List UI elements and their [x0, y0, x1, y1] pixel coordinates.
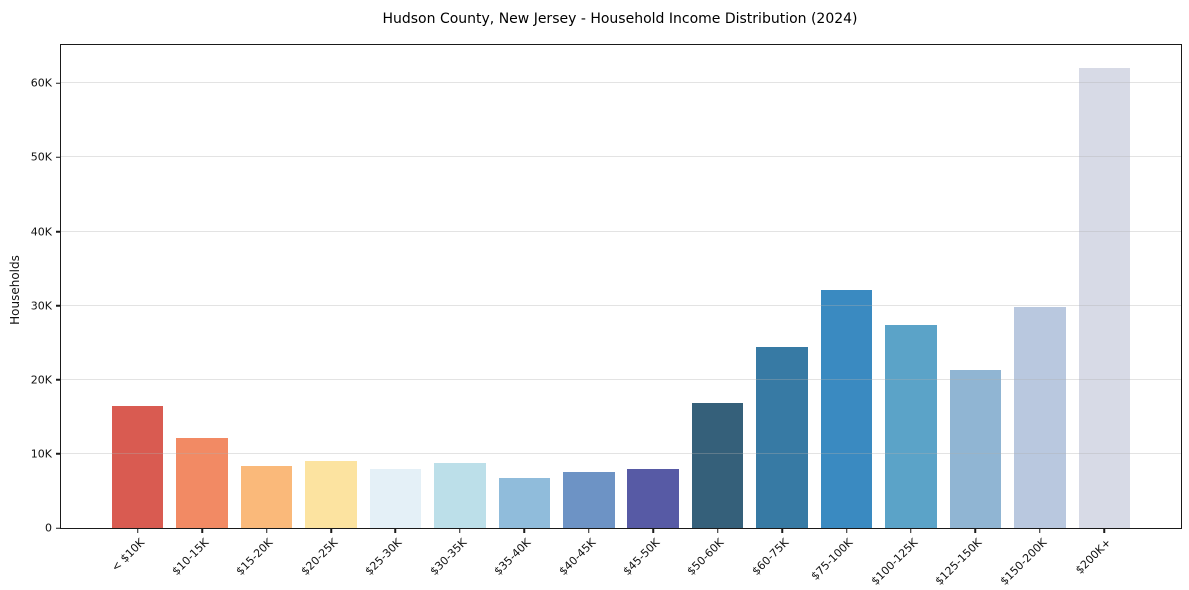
x-axis-tick: [265, 528, 268, 533]
x-tick-label-text: $25-30K: [362, 536, 405, 578]
bar: [434, 463, 486, 528]
bar: [369, 468, 422, 528]
x-tick-label-text: $40-45K: [556, 536, 598, 578]
x-tick-label-text: $200K+: [1072, 536, 1114, 577]
bar: [756, 347, 808, 528]
y-axis-tick: [56, 304, 61, 307]
x-axis-tick: [394, 528, 397, 533]
chart-title: Hudson County, New Jersey - Household In…: [382, 11, 858, 27]
y-axis-tick: [56, 379, 61, 381]
y-tick-label: 50K: [30, 150, 52, 164]
y-axis-tick: [56, 230, 61, 233]
x-tick-label-text: $45-50K: [620, 536, 663, 578]
bar: [1014, 307, 1066, 528]
x-axis-tick: [845, 528, 848, 533]
y-axis-tick: [56, 82, 61, 84]
gridline: [61, 230, 1181, 232]
y-axis-label: Households: [8, 255, 22, 325]
bar: [176, 437, 228, 528]
y-tick-label: 40K: [30, 225, 52, 238]
y-tick-label: 60K: [30, 76, 52, 90]
x-axis-tick: [910, 528, 912, 533]
x-tick-label-text: $15-20K: [233, 536, 276, 578]
x-tick-label-text: $125-150K: [932, 536, 985, 588]
x-axis-tick: [136, 528, 139, 533]
bar: [305, 460, 357, 528]
bar: [820, 289, 873, 528]
bar: [240, 465, 293, 528]
x-axis-tick: [588, 528, 590, 533]
x-axis-tick: [652, 528, 654, 533]
y-tick-label: 30K: [30, 299, 52, 313]
x-tick-label-text: $50-60K: [684, 536, 727, 578]
bar: [111, 405, 164, 528]
x-tick-label-text: $75-100K: [808, 536, 856, 583]
x-axis-tick: [1103, 528, 1106, 533]
y-axis-tick: [56, 156, 61, 159]
y-axis-tick: [56, 453, 61, 455]
bar: [885, 324, 937, 528]
gridline: [61, 156, 1181, 158]
x-axis-tick: [716, 528, 719, 533]
y-tick-label: 10K: [30, 447, 52, 461]
plot-area: < $10K $10-15K $15-20K $20-25K $25-30K $30-35…: [31, 44, 1182, 588]
x-axis-tick: [781, 528, 783, 533]
gridline: [61, 452, 1181, 454]
gridline: [61, 82, 1181, 84]
x-axis-tick: [330, 528, 332, 533]
y-axis-tick: [56, 527, 61, 529]
x-tick-label-text: $20-25K: [298, 536, 341, 578]
bar: [691, 403, 744, 528]
x-axis-tick: [201, 528, 203, 533]
x-tick-label-text: $150-200K: [997, 536, 1050, 588]
bar: [949, 369, 1002, 528]
x-tick-label-text: $35-40K: [491, 536, 534, 578]
x-tick-label-text: $30-35K: [427, 536, 470, 578]
x-tick-label-text: $100-125K: [868, 536, 921, 588]
y-tick-label: 0: [45, 521, 52, 535]
gridline: [61, 378, 1181, 380]
x-tick-label-text: $60-75K: [749, 536, 792, 578]
x-tick-label-text: $10-15K: [169, 536, 212, 578]
x-axis-tick: [1039, 528, 1041, 533]
bar: [563, 472, 615, 528]
gridline: [61, 304, 1181, 306]
bar: [627, 469, 679, 528]
x-axis-tick: [974, 528, 977, 533]
bar: [1078, 68, 1131, 528]
x-tick-label-text: < $10K: [108, 536, 147, 575]
y-tick-label: 20K: [30, 373, 52, 387]
bar: [498, 477, 551, 528]
x-axis-tick: [459, 528, 461, 533]
x-axis-tick: [523, 528, 526, 533]
